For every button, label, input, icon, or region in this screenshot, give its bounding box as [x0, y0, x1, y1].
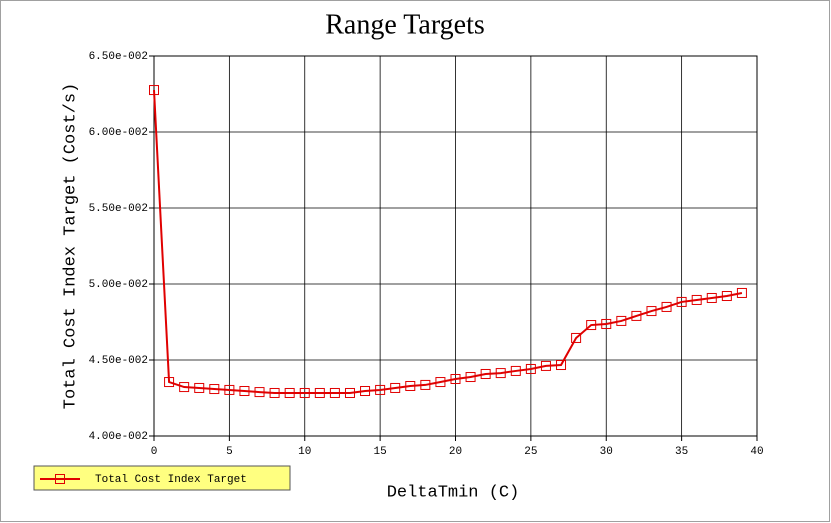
y-tick-label: 5.50e-002: [89, 203, 148, 215]
legend-marker: [55, 474, 65, 484]
x-axis-label: DeltaTmin (C): [387, 483, 520, 502]
point-marker: [631, 310, 642, 321]
x-tick-label: 35: [675, 446, 688, 458]
series-line: [153, 89, 743, 394]
point-marker: [149, 85, 159, 96]
legend: Total Cost Index Target: [33, 465, 291, 491]
point-marker: [179, 382, 190, 393]
x-tick-label: 5: [226, 446, 233, 458]
point-marker: [194, 382, 205, 393]
point-marker: [691, 294, 702, 305]
x-tick-label: 30: [600, 446, 613, 458]
x-tick-label: 25: [524, 446, 537, 458]
y-tick-label: 4.00e-002: [89, 431, 148, 443]
point-marker: [435, 377, 446, 388]
point-marker: [721, 291, 732, 302]
point-marker: [239, 386, 250, 397]
y-tick-label: 4.50e-002: [89, 355, 148, 367]
point-marker: [646, 306, 657, 317]
point-marker: [736, 287, 747, 298]
point-marker: [571, 332, 582, 343]
y-tick-label: 6.00e-002: [89, 127, 148, 139]
point-marker: [706, 292, 717, 303]
point-marker: [525, 363, 536, 374]
point-marker: [375, 384, 386, 395]
chart-title: Range Targets: [325, 9, 485, 40]
point-marker: [450, 374, 461, 384]
y-tick-label: 5.00e-002: [89, 279, 148, 291]
legend-label: Total Cost Index Target: [95, 474, 247, 486]
point-marker: [224, 384, 235, 395]
point-marker: [420, 379, 431, 390]
point-marker: [676, 296, 687, 307]
point-marker: [495, 368, 506, 379]
point-marker: [314, 387, 325, 398]
point-marker: [209, 384, 220, 395]
point-marker: [510, 365, 521, 376]
point-marker: [299, 387, 310, 398]
point-marker: [329, 387, 340, 398]
x-tick-label: 10: [298, 446, 311, 458]
point-marker: [616, 315, 627, 326]
point-marker: [164, 377, 175, 388]
point-marker: [360, 386, 371, 397]
point-marker: [254, 387, 265, 398]
point-marker: [405, 380, 416, 391]
point-marker: [390, 382, 401, 393]
point-marker: [586, 320, 597, 331]
point-marker: [601, 318, 612, 329]
point-marker: [556, 360, 567, 371]
x-tick-label: 0: [151, 446, 158, 458]
x-tick-label: 40: [750, 446, 763, 458]
point-marker: [344, 387, 355, 398]
y-axis-label: Total Cost Index Target (Cost/s): [61, 83, 80, 409]
point-marker: [284, 387, 295, 398]
x-tick-label: 20: [449, 446, 462, 458]
y-tick-label: 6.50e-002: [89, 51, 148, 63]
point-marker: [661, 301, 672, 312]
point-marker: [269, 387, 280, 398]
point-marker: [480, 368, 491, 379]
point-marker: [540, 360, 551, 371]
x-tick-label: 15: [374, 446, 387, 458]
point-marker: [465, 372, 476, 383]
